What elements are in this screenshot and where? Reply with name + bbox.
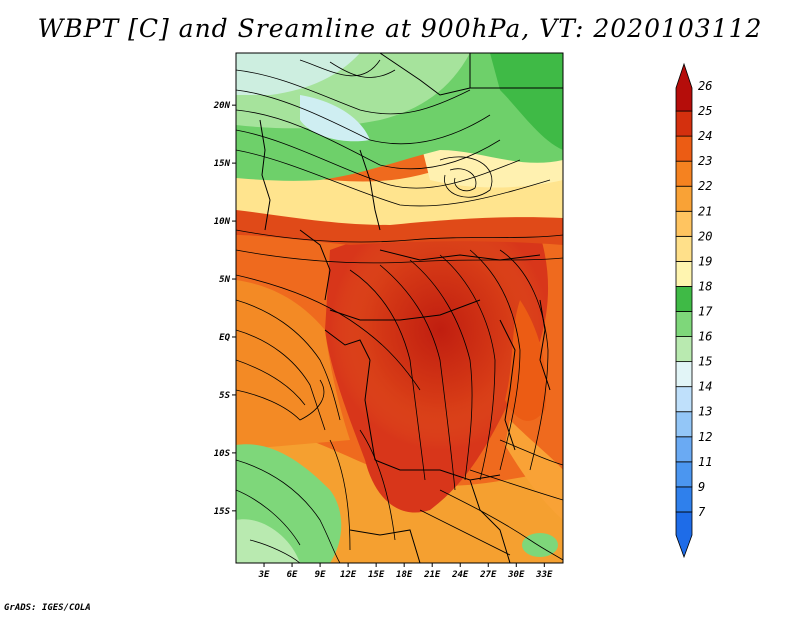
lat-tick-label: 10N (214, 217, 231, 227)
colorbar-segment (675, 386, 693, 413)
longitude-axis: 3E 6E 9E 12E 15E 18E 21E 24E 27E 30E 33E (258, 563, 553, 580)
lon-tick-label: 30E (507, 570, 525, 580)
lon-tick-label: 27E (479, 570, 497, 580)
lon-tick-label: 6E (287, 570, 298, 580)
colorbar-segment (675, 235, 693, 262)
colorbar-label: 21 (698, 204, 712, 218)
lat-tick-label: EQ (219, 333, 230, 343)
lon-tick-label: 33E (535, 570, 553, 580)
colorbar-segment (675, 486, 693, 513)
colorbar-label: 18 (698, 279, 712, 293)
wbpt-field (236, 53, 563, 563)
lon-tick-label: 3E (258, 570, 270, 580)
colorbar-label: 17 (698, 305, 713, 319)
lat-tick-label: 5N (219, 275, 230, 285)
colorbar-label: 7 (698, 505, 706, 519)
colorbar-label: 23 (698, 154, 712, 168)
lat-tick-label: 20N (213, 101, 231, 111)
lat-tick-label: 5S (219, 391, 230, 401)
colorbar-segment (675, 110, 693, 137)
colorbar-label: 16 (698, 330, 712, 344)
lat-tick-label: 15S (214, 507, 231, 517)
colorbar-segment (675, 336, 693, 363)
colorbar-label: 24 (698, 129, 712, 143)
colorbar-label: 22 (698, 179, 712, 193)
latitude-axis: 20N 15N 10N 5N EQ 5S 10S 15S (213, 101, 236, 517)
lon-tick-label: 21E (423, 570, 441, 580)
colorbar-segment (675, 260, 693, 287)
colorbar-label: 19 (698, 254, 712, 268)
colorbar-label: 11 (698, 455, 712, 469)
lon-tick-label: 18E (396, 570, 413, 580)
colorbar-segment (675, 135, 693, 162)
colorbar-label: 12 (698, 430, 712, 444)
colorbar: 7 9 11 12 13 14 15 16 17 18 19 20 21 22 23 24 25 26 (675, 62, 713, 559)
colorbar-label: 9 (698, 480, 705, 494)
map-frame (235, 52, 564, 564)
colorbar-segment (675, 411, 693, 438)
colorbar-segment (675, 361, 693, 388)
colorbar-segment (675, 185, 693, 212)
colorbar-segment (675, 210, 693, 237)
lon-tick-label: 24E (451, 570, 469, 580)
colorbar-segment (675, 461, 693, 488)
colorbar-label: 20 (698, 229, 712, 243)
colorbar-segment (675, 160, 693, 187)
colorbar-label: 14 (698, 380, 712, 394)
colorbar-segment (675, 436, 693, 463)
colorbar-label: 13 (698, 405, 712, 419)
lon-tick-label: 15E (368, 570, 385, 580)
lat-tick-label: 15N (214, 159, 231, 169)
colorbar-segment (675, 311, 693, 337)
lon-tick-label: 9E (315, 570, 326, 580)
country-borders (259, 53, 563, 563)
lat-tick-label: 10S (214, 449, 231, 459)
colorbar-segment (675, 62, 693, 112)
colorbar-segment (675, 286, 693, 312)
grads-credit: GrADS: IGES/COLA (4, 603, 91, 613)
colorbar-segment (675, 511, 693, 559)
colorbar-label: 26 (698, 79, 712, 93)
colorbar-label: 25 (698, 104, 712, 118)
streamlines (236, 59, 563, 563)
colorbar-label: 15 (698, 355, 712, 369)
chart-title: WBPT [C] and Sreamline at 900hPa, VT: 20… (37, 14, 763, 43)
lon-tick-label: 12E (340, 570, 357, 580)
